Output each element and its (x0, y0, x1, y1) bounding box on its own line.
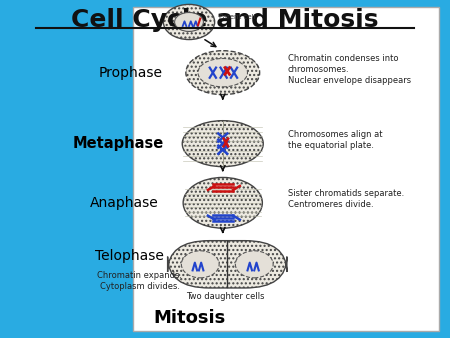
Text: Chromatin expands.
Cytoplasm divides.: Chromatin expands. Cytoplasm divides. (97, 271, 182, 291)
FancyBboxPatch shape (133, 7, 439, 331)
Text: Sister chromatids separate.
Centromeres divide.: Sister chromatids separate. Centromeres … (288, 189, 404, 210)
Ellipse shape (175, 13, 203, 31)
Ellipse shape (186, 51, 260, 95)
FancyBboxPatch shape (167, 241, 287, 288)
Text: Parent cell: Parent cell (219, 14, 256, 20)
Text: Two daughter cells: Two daughter cells (186, 292, 264, 301)
Text: Anaphase: Anaphase (90, 196, 159, 210)
Ellipse shape (163, 4, 215, 40)
Text: Cell Cycle and Mitosis: Cell Cycle and Mitosis (71, 8, 379, 32)
Text: Chromosomes align at
the equatorial plate.: Chromosomes align at the equatorial plat… (288, 130, 382, 150)
Text: Metaphase: Metaphase (73, 136, 164, 151)
Ellipse shape (198, 58, 248, 87)
Ellipse shape (183, 177, 262, 228)
Text: Prophase: Prophase (99, 66, 163, 80)
Ellipse shape (182, 121, 263, 167)
Ellipse shape (235, 251, 273, 278)
Text: Mitosis: Mitosis (153, 309, 225, 328)
Text: Chromatin condenses into
chromosomes.
Nuclear envelope disappears: Chromatin condenses into chromosomes. Nu… (288, 54, 411, 85)
Text: Telophase: Telophase (95, 249, 164, 263)
Ellipse shape (181, 251, 219, 278)
